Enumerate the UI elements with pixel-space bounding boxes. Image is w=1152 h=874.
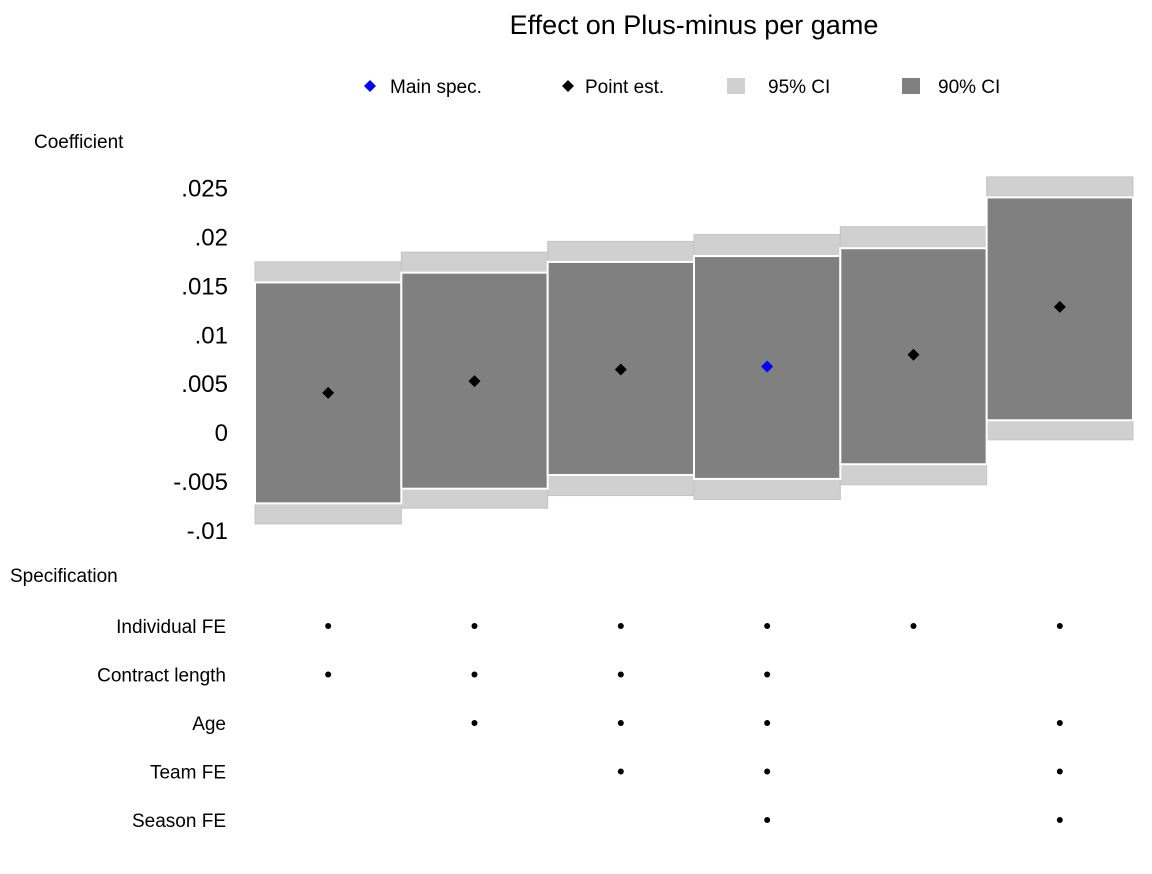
specification-title: Specification	[10, 566, 118, 587]
specification-dot	[1056, 768, 1063, 775]
y-tick-label: .025	[181, 176, 228, 203]
specification-matrix: Individual FE Contract length Age Team FE Se…	[97, 617, 1063, 832]
point-estimate	[907, 348, 920, 361]
point-estimate	[468, 375, 481, 388]
specification-label: Team FE	[150, 763, 226, 784]
specification-dot	[617, 671, 624, 678]
specification-dot	[471, 623, 478, 629]
point-estimate	[322, 386, 335, 399]
legend-ci90-label: 90% CI	[938, 77, 1000, 98]
y-axis-ticks: .025 .02 .015 .01 .005 0 -.005 -.01	[173, 176, 228, 545]
specification-dot	[471, 671, 478, 678]
specification-label: Individual FE	[116, 617, 226, 638]
y-tick-label: .01	[195, 322, 228, 349]
point-estimate	[614, 363, 627, 376]
specification-dot	[617, 720, 624, 726]
legend-ci90-swatch	[902, 78, 920, 94]
legend-point-label: Point est.	[585, 77, 664, 98]
bars	[254, 176, 1134, 525]
specification-dot	[910, 623, 917, 629]
y-tick-label: 0	[215, 420, 228, 447]
y-tick-label: .02	[195, 225, 228, 252]
point-estimate	[1053, 300, 1066, 313]
legend-ci95-swatch	[727, 78, 745, 94]
specification-dot	[1056, 817, 1063, 823]
specification-dot	[764, 720, 771, 726]
legend-main-label: Main spec.	[390, 77, 482, 98]
y-tick-label: .005	[181, 371, 228, 398]
legend-point-marker	[562, 80, 574, 92]
main-spec-point	[761, 360, 774, 373]
ci90-bar	[400, 271, 549, 490]
legend: Main spec. Point est. 95% CI 90% CI	[364, 77, 1000, 98]
specification-label: Age	[192, 714, 226, 735]
y-tick-label: -.01	[187, 518, 228, 545]
point-estimates	[322, 300, 1066, 399]
specification-dot	[1056, 720, 1063, 726]
y-axis-title: Coefficient	[34, 132, 124, 153]
specification-dot	[617, 623, 624, 629]
legend-ci95-label: 95% CI	[768, 77, 830, 98]
legend-main-marker	[364, 80, 376, 92]
specification-dot	[764, 671, 771, 678]
chart-title: Effect on Plus-minus per game	[510, 10, 879, 40]
y-tick-label: -.005	[173, 469, 228, 496]
specification-dot	[617, 768, 624, 775]
specification-label: Season FE	[132, 811, 226, 832]
specification-dot	[325, 671, 332, 678]
y-tick-label: .015	[181, 273, 228, 300]
specification-dot	[764, 768, 771, 775]
specification-dot	[764, 817, 771, 823]
specification-dot	[764, 623, 771, 629]
specification-dot	[325, 623, 332, 629]
specification-dot	[471, 720, 478, 726]
specification-dot	[1056, 623, 1063, 629]
specification-label: Contract length	[97, 666, 226, 687]
